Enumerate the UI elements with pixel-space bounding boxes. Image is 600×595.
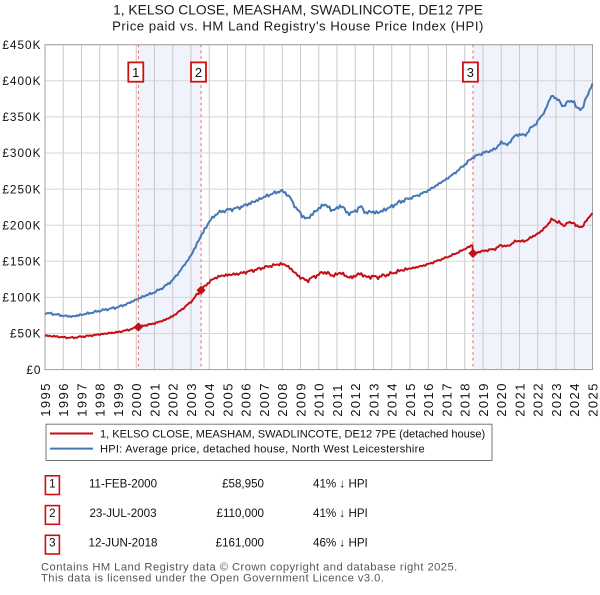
- svg-text:11-FEB-2000: 11-FEB-2000: [89, 478, 157, 491]
- svg-text:2011: 2011: [330, 383, 345, 417]
- svg-text:£100K: £100K: [2, 291, 41, 305]
- svg-text:12-JUN-2018: 12-JUN-2018: [89, 536, 158, 549]
- svg-text:2019: 2019: [476, 382, 491, 417]
- svg-text:2012: 2012: [348, 382, 363, 417]
- svg-text:£300K: £300K: [2, 146, 41, 160]
- svg-text:2009: 2009: [293, 382, 308, 417]
- svg-text:2005: 2005: [220, 382, 235, 417]
- svg-text:£0: £0: [26, 363, 41, 377]
- svg-text:£161,000: £161,000: [216, 536, 264, 549]
- svg-text:2015: 2015: [403, 382, 418, 417]
- svg-text:£110,000: £110,000: [217, 507, 265, 520]
- svg-text:2006: 2006: [239, 382, 254, 417]
- svg-text:£400K: £400K: [2, 74, 41, 88]
- svg-text:2000: 2000: [129, 382, 144, 417]
- svg-text:1995: 1995: [38, 382, 53, 417]
- svg-text:2: 2: [195, 65, 202, 80]
- svg-text:2001: 2001: [147, 382, 162, 417]
- svg-text:This data is licensed under th: This data is licensed under the Open Gov…: [41, 572, 384, 584]
- svg-text:2010: 2010: [312, 382, 327, 417]
- svg-text:HPI: Average price, detached h: HPI: Average price, detached house, Nort…: [100, 444, 425, 456]
- svg-text:£50K: £50K: [10, 327, 42, 341]
- svg-text:£200K: £200K: [2, 218, 41, 232]
- svg-text:2004: 2004: [202, 382, 217, 417]
- svg-text:2022: 2022: [531, 382, 546, 417]
- svg-text:2018: 2018: [458, 382, 473, 417]
- svg-text:2003: 2003: [184, 382, 199, 417]
- svg-text:2013: 2013: [366, 382, 381, 417]
- svg-text:2014: 2014: [385, 382, 400, 417]
- svg-text:2017: 2017: [439, 382, 454, 417]
- svg-text:1999: 1999: [111, 382, 126, 417]
- svg-text:1996: 1996: [56, 382, 71, 417]
- svg-text:2020: 2020: [494, 382, 509, 417]
- svg-text:£450K: £450K: [2, 38, 41, 52]
- svg-text:2008: 2008: [275, 382, 290, 417]
- svg-text:41% ↓ HPI: 41% ↓ HPI: [313, 507, 368, 520]
- svg-text:£250K: £250K: [2, 182, 41, 196]
- svg-text:46% ↓ HPI: 46% ↓ HPI: [313, 536, 368, 549]
- svg-text:2023: 2023: [549, 382, 564, 417]
- svg-text:Contains HM Land Registry data: Contains HM Land Registry data © Crown c…: [41, 561, 458, 573]
- svg-text:£58,950: £58,950: [222, 478, 264, 491]
- svg-text:2007: 2007: [257, 382, 272, 417]
- svg-text:2: 2: [49, 507, 55, 520]
- svg-text:1997: 1997: [74, 382, 89, 417]
- svg-text:2002: 2002: [166, 382, 181, 417]
- svg-text:2016: 2016: [421, 382, 436, 417]
- svg-text:£150K: £150K: [2, 255, 41, 269]
- svg-text:3: 3: [49, 536, 55, 549]
- svg-text:2021: 2021: [512, 382, 527, 417]
- svg-text:1, KELSO CLOSE, MEASHAM, SWADL: 1, KELSO CLOSE, MEASHAM, SWADLINCOTE, DE…: [100, 429, 485, 441]
- svg-text:1: 1: [49, 478, 55, 491]
- svg-text:1, KELSO CLOSE, MEASHAM, SWADL: 1, KELSO CLOSE, MEASHAM, SWADLINCOTE, DE…: [113, 3, 483, 18]
- svg-text:41% ↓ HPI: 41% ↓ HPI: [313, 478, 368, 491]
- svg-text:Price paid vs. HM Land Registr: Price paid vs. HM Land Registry's House …: [112, 19, 484, 34]
- svg-text:2024: 2024: [567, 382, 582, 417]
- svg-text:2025: 2025: [585, 382, 600, 417]
- svg-text:1: 1: [132, 65, 139, 80]
- svg-text:23-JUL-2003: 23-JUL-2003: [89, 507, 156, 520]
- svg-text:3: 3: [467, 65, 474, 80]
- svg-text:£350K: £350K: [2, 110, 41, 124]
- svg-text:1998: 1998: [93, 382, 108, 417]
